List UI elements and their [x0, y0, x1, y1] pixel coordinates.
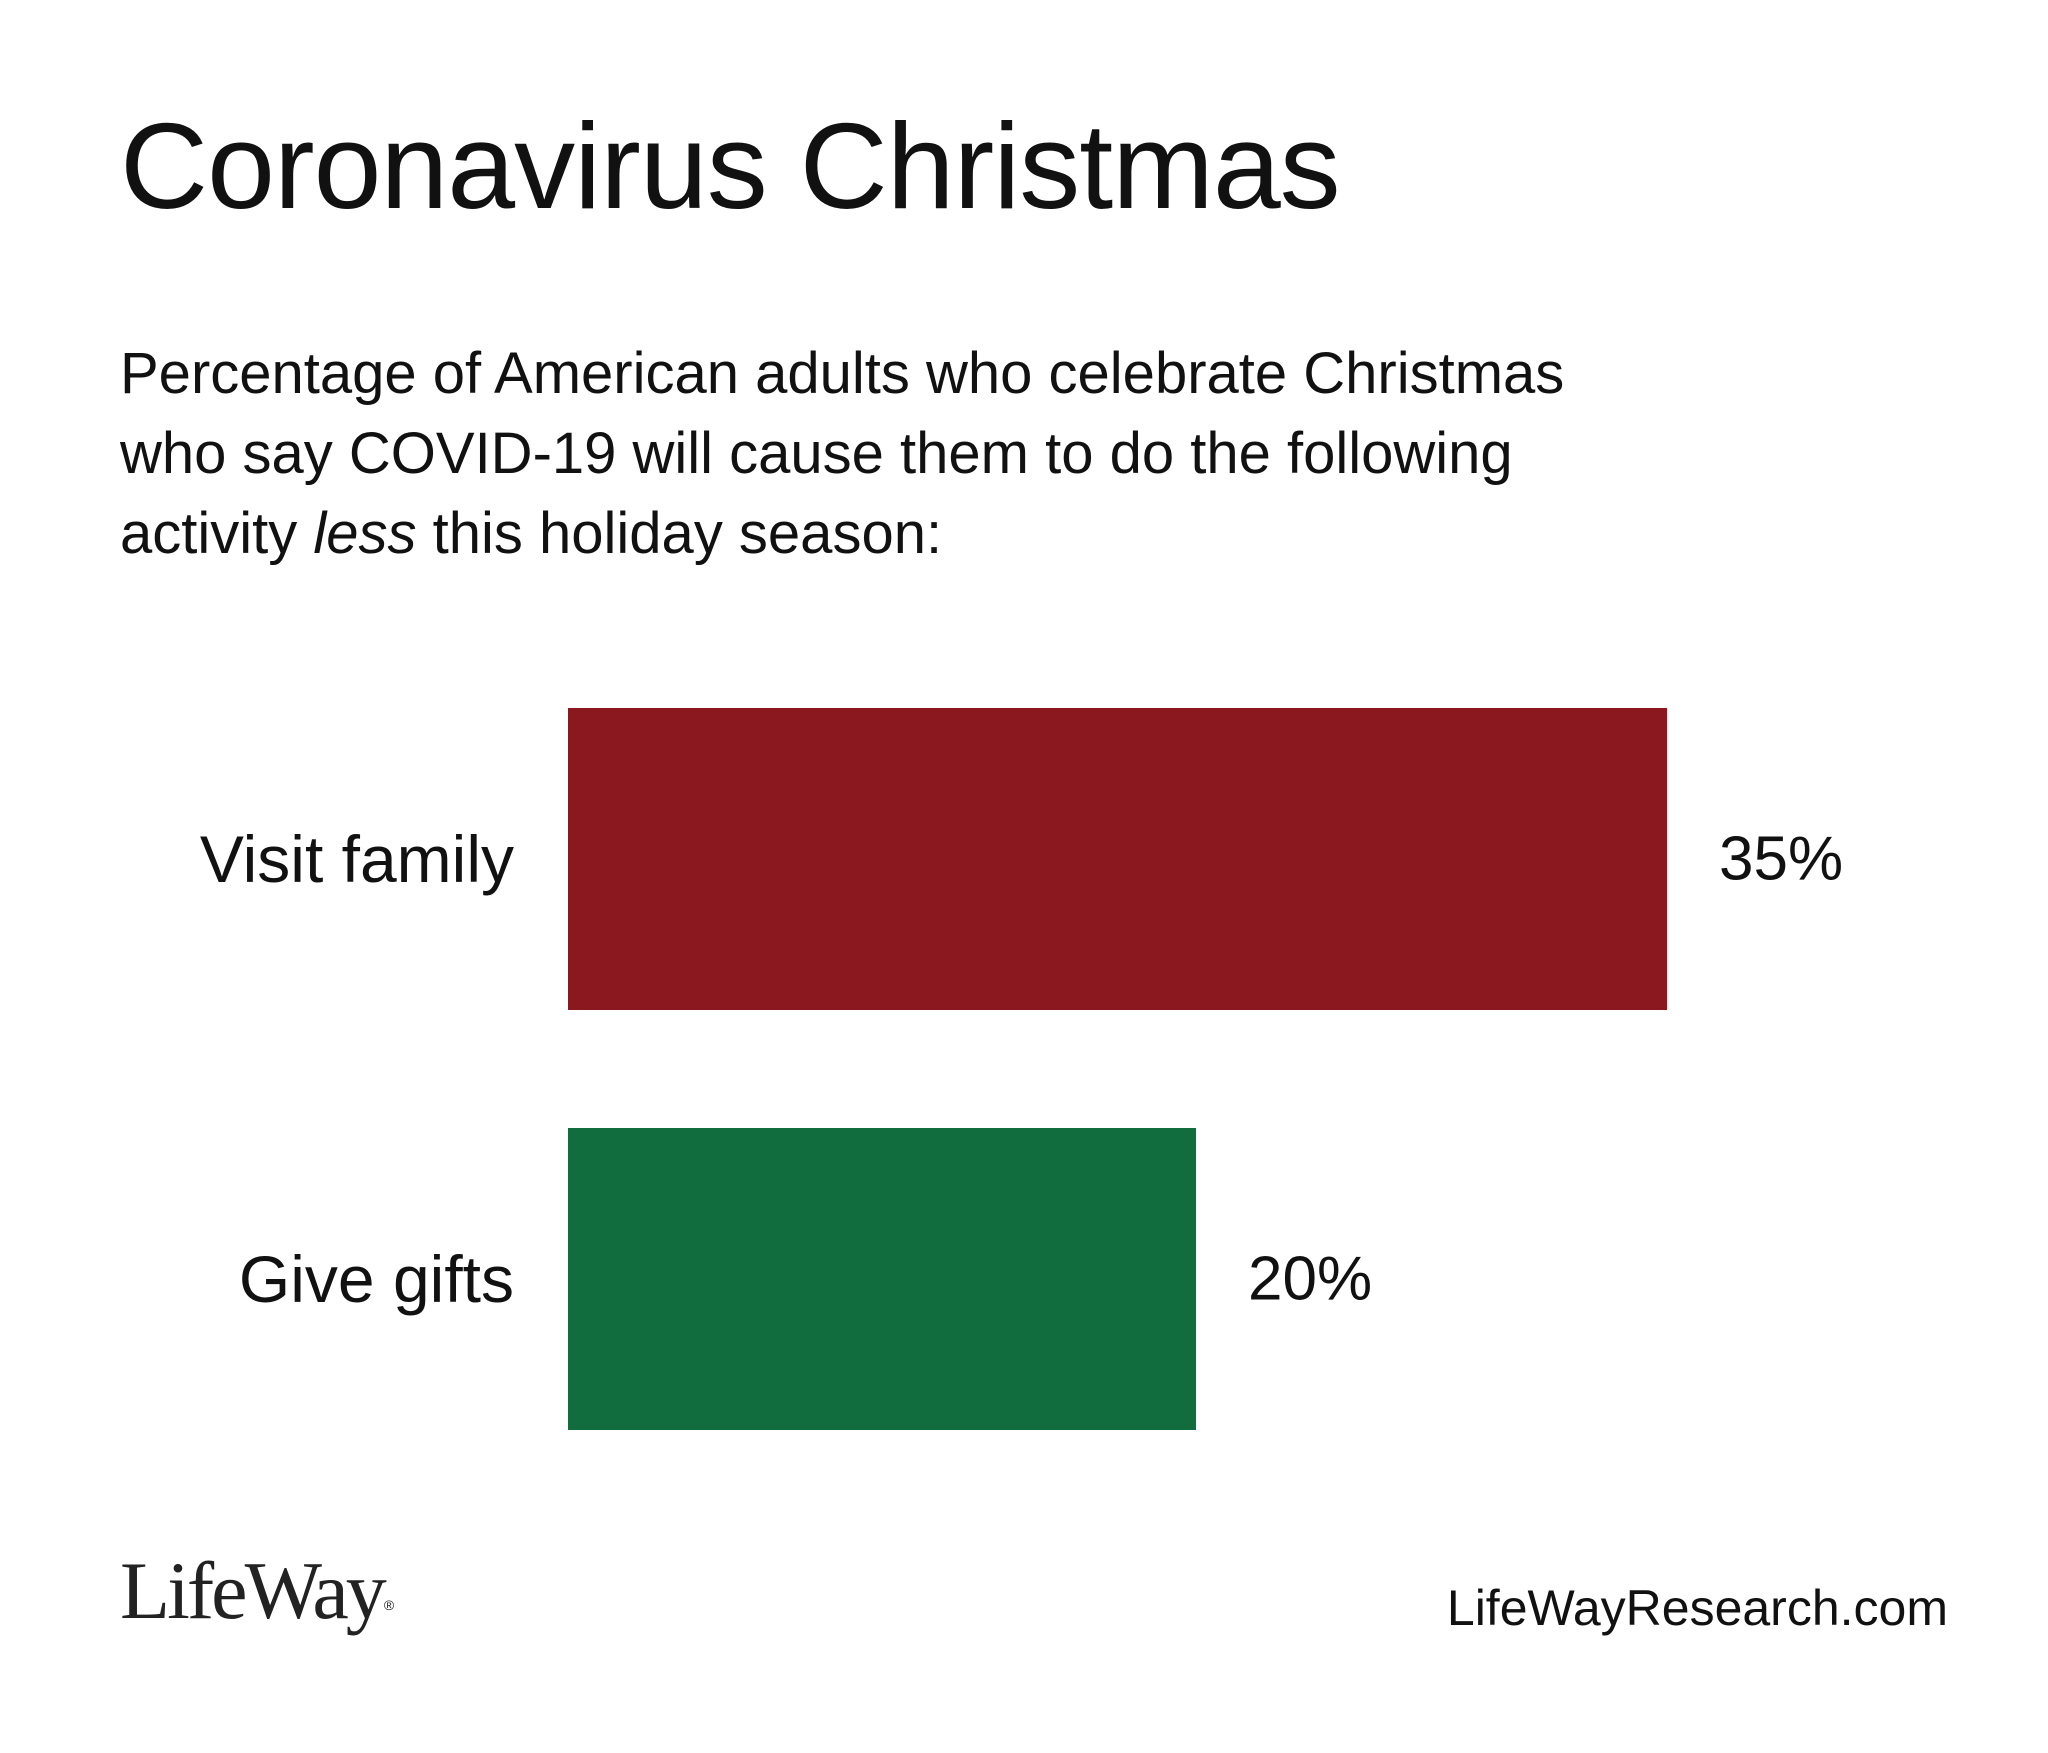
value-label: 35%: [1719, 825, 1843, 894]
bar-visit-family: [568, 708, 1667, 1010]
logo-text: LifeWay: [120, 1545, 387, 1636]
category-label: Give gifts: [239, 1242, 514, 1316]
category-label: Visit family: [200, 822, 514, 896]
chart-subtitle: Percentage of American adults who celebr…: [120, 334, 1564, 574]
value-label: 20%: [1248, 1245, 1372, 1314]
subtitle-emphasis: less: [313, 501, 417, 566]
bar-give-gifts: [568, 1128, 1196, 1430]
subtitle-text-end: this holiday season:: [416, 501, 943, 566]
registered-mark: ®: [383, 1597, 395, 1613]
website-link[interactable]: LifeWayResearch.com: [1446, 1580, 1948, 1636]
subtitle-text-start: Percentage of American adults who celebr…: [120, 341, 1565, 566]
page-title: Coronavirus Christmas: [120, 98, 1341, 234]
lifeway-logo: LifeWay®: [120, 1550, 394, 1632]
